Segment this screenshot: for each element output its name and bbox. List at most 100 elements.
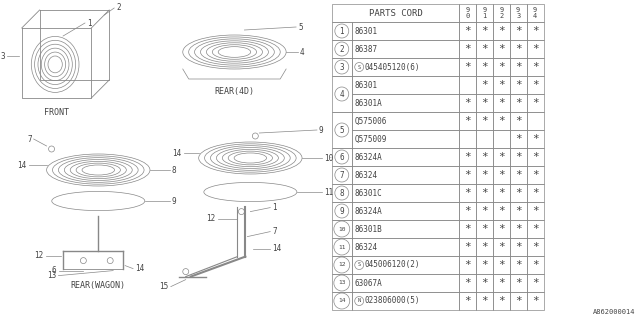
Bar [332, 22, 352, 40]
Bar [459, 274, 476, 292]
Text: *: * [464, 260, 471, 270]
Text: 14: 14 [17, 161, 27, 170]
Text: 86301C: 86301C [355, 188, 383, 197]
Bar [510, 4, 527, 22]
Bar [332, 40, 352, 58]
Text: S: S [358, 65, 361, 69]
Text: *: * [481, 296, 488, 306]
Bar [332, 220, 352, 238]
Text: *: * [515, 206, 522, 216]
Bar [459, 58, 476, 76]
Bar [510, 292, 527, 310]
Bar [332, 238, 352, 256]
Text: Q575009: Q575009 [355, 134, 387, 143]
Bar [493, 112, 510, 130]
Text: *: * [515, 44, 522, 54]
Text: *: * [498, 26, 505, 36]
Text: 1: 1 [272, 203, 277, 212]
Bar [459, 76, 476, 94]
Bar [476, 4, 493, 22]
Text: 4: 4 [339, 90, 344, 99]
Text: *: * [515, 98, 522, 108]
Text: *: * [515, 296, 522, 306]
Bar [459, 184, 476, 202]
Bar [493, 130, 510, 148]
Bar [493, 292, 510, 310]
Text: 3: 3 [0, 52, 5, 60]
Bar [352, 166, 459, 184]
Text: *: * [498, 116, 505, 126]
Bar [476, 274, 493, 292]
Text: 9: 9 [339, 206, 344, 215]
Bar [476, 220, 493, 238]
Text: *: * [532, 206, 538, 216]
Text: *: * [532, 134, 538, 144]
Text: *: * [515, 278, 522, 288]
Bar [459, 22, 476, 40]
Text: *: * [464, 116, 471, 126]
Text: *: * [481, 278, 488, 288]
Text: *: * [515, 152, 522, 162]
Text: *: * [498, 260, 505, 270]
Text: *: * [532, 260, 538, 270]
Text: 11: 11 [338, 244, 346, 250]
Bar [332, 4, 459, 22]
Text: *: * [515, 134, 522, 144]
Text: *: * [481, 80, 488, 90]
Bar [493, 238, 510, 256]
Bar [459, 148, 476, 166]
Bar [476, 184, 493, 202]
Bar [527, 22, 543, 40]
Text: 11: 11 [324, 188, 333, 196]
Text: *: * [481, 242, 488, 252]
Bar [332, 76, 352, 112]
Bar [527, 148, 543, 166]
Text: *: * [464, 98, 471, 108]
Text: *: * [464, 242, 471, 252]
Text: *: * [481, 44, 488, 54]
Bar [510, 184, 527, 202]
Bar [527, 238, 543, 256]
Text: 2: 2 [116, 3, 121, 12]
Text: *: * [464, 188, 471, 198]
Text: 3: 3 [339, 62, 344, 71]
Text: *: * [532, 224, 538, 234]
Bar [510, 256, 527, 274]
Bar [527, 256, 543, 274]
Text: 10: 10 [338, 227, 346, 231]
Text: *: * [464, 170, 471, 180]
Text: *: * [515, 224, 522, 234]
Text: *: * [498, 188, 505, 198]
Text: FRONT: FRONT [44, 108, 69, 117]
Bar [493, 94, 510, 112]
Text: N: N [358, 299, 361, 303]
Text: Q575006: Q575006 [355, 116, 387, 125]
Bar [527, 94, 543, 112]
Text: 8: 8 [172, 165, 177, 174]
Bar [493, 166, 510, 184]
Text: *: * [532, 152, 538, 162]
Text: *: * [532, 242, 538, 252]
Bar [476, 22, 493, 40]
Bar [476, 202, 493, 220]
Text: 86324: 86324 [355, 243, 378, 252]
Bar [493, 58, 510, 76]
Text: 86301A: 86301A [355, 99, 383, 108]
Bar [510, 202, 527, 220]
Text: REAR(WAGON): REAR(WAGON) [71, 281, 126, 290]
Bar [493, 202, 510, 220]
Bar [352, 292, 459, 310]
Bar [510, 112, 527, 130]
Text: 12: 12 [35, 251, 44, 260]
Bar [510, 76, 527, 94]
Bar [459, 256, 476, 274]
Bar [459, 4, 476, 22]
Bar [493, 4, 510, 22]
Bar [352, 220, 459, 238]
Bar [352, 148, 459, 166]
Text: 2: 2 [339, 44, 344, 53]
Bar [493, 40, 510, 58]
Bar [476, 76, 493, 94]
Text: 7: 7 [27, 134, 32, 143]
Bar [527, 76, 543, 94]
